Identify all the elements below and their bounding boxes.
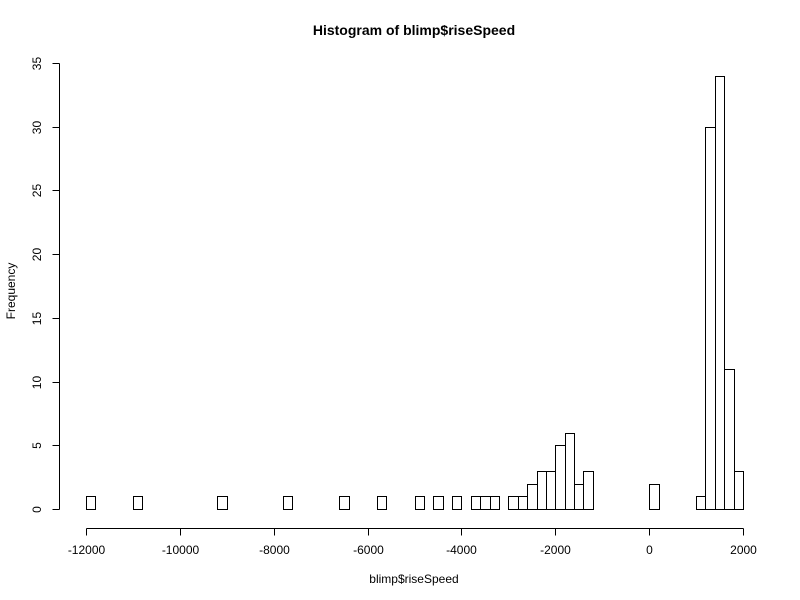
- histogram-bar-39: [452, 496, 462, 510]
- y-tick-label-6: 30: [30, 121, 44, 135]
- x-tick-label-3: -6000: [353, 543, 384, 557]
- histogram-bar-31: [377, 496, 387, 510]
- histogram-bar-35: [415, 496, 425, 510]
- x-axis: -12000 -10000 -8000 -6000 -4000 -2000 0 2000: [68, 528, 757, 557]
- histogram-bar-50: [555, 445, 566, 510]
- histogram-bar-66: [705, 127, 716, 510]
- histogram-bar-45: [508, 496, 519, 510]
- histogram-bar-41: [471, 496, 481, 510]
- y-tick-label-0: 0: [30, 506, 44, 513]
- y-tick-label-7: 35: [30, 57, 44, 71]
- x-tick-label-0: -12000: [68, 543, 106, 557]
- y-tick-label-2: 10: [30, 376, 44, 390]
- histogram-bars: [86, 76, 744, 510]
- x-tick-label-6: 0: [646, 543, 653, 557]
- x-tick-label-2: -8000: [259, 543, 290, 557]
- x-tick-label-7: 2000: [730, 543, 757, 557]
- histogram-bar-60: [649, 484, 660, 510]
- histogram-bar-67: [715, 76, 725, 510]
- histogram-bar-49: [546, 471, 556, 510]
- histogram-bar-0: [86, 496, 96, 510]
- histogram-bar-27: [339, 496, 350, 510]
- histogram-bar-14: [217, 496, 228, 510]
- x-tick-label-4: -4000: [446, 543, 477, 557]
- y-axis-label: Frequency: [4, 263, 18, 320]
- histogram-bar-42: [480, 496, 491, 510]
- y-tick-label-5: 25: [30, 184, 44, 198]
- y-tick-label-3: 15: [30, 312, 44, 326]
- histogram-bar-65: [696, 496, 706, 510]
- x-tick-label-5: -2000: [540, 543, 571, 557]
- histogram-bar-51: [565, 433, 575, 510]
- histogram-bar-68: [724, 369, 735, 510]
- histogram-bar-69: [734, 471, 744, 510]
- histogram-bar-53: [583, 471, 594, 510]
- y-axis: 0 5 10 15 20 25 30 35: [30, 57, 60, 513]
- x-tick-label-1: -10000: [162, 543, 200, 557]
- histogram-bar-48: [537, 471, 547, 510]
- y-tick-label-1: 5: [30, 442, 44, 449]
- histogram-bar-52: [574, 484, 584, 510]
- chart-title: Histogram of blimp$riseSpeed: [313, 22, 515, 38]
- histogram-bar-46: [518, 496, 528, 510]
- histogram-bar-5: [133, 496, 143, 510]
- histogram-bar-21: [283, 496, 293, 510]
- histogram-bar-43: [490, 496, 500, 510]
- histogram-bar-47: [527, 484, 538, 510]
- histogram-bar-37: [433, 496, 444, 510]
- x-axis-label: blimp$riseSpeed: [369, 572, 458, 586]
- y-tick-label-4: 20: [30, 248, 44, 262]
